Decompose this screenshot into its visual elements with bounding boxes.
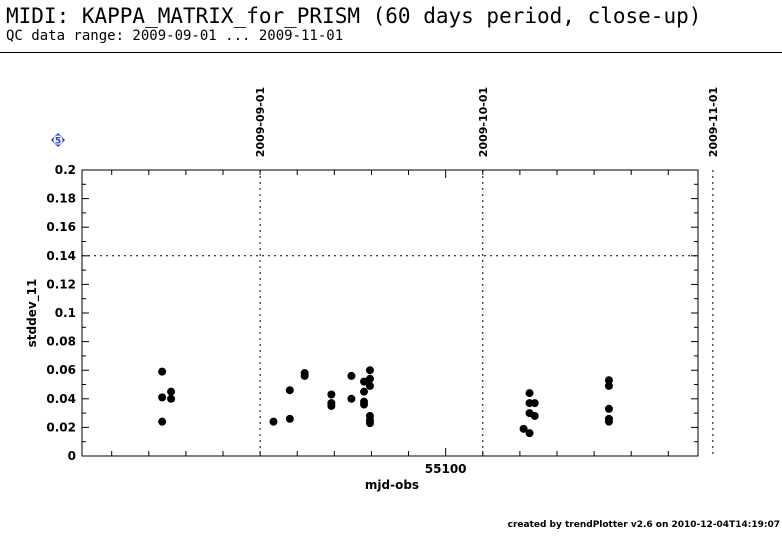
data-point [327, 401, 336, 410]
date-marker-label: 2009-09-01 [254, 87, 267, 157]
y-axis-label: stddev_11 [25, 279, 40, 348]
date-marker-label: 2009-10-01 [477, 87, 490, 157]
data-point [604, 404, 613, 413]
header-divider [0, 52, 782, 53]
marker-circle [53, 135, 63, 145]
data-point [519, 424, 528, 433]
data-point [360, 387, 369, 396]
axis-labels: 0 0.02 0.04 0.06 0.08 0.1 0.12 0.14 0.16 0.18 0.2 5… [25, 87, 720, 492]
data-point [158, 417, 167, 426]
y-tick-label: 0 [68, 449, 76, 463]
data-point [365, 374, 374, 383]
data-range-subtitle: QC data range: 2009-09-01 ... 2009-11-01 [6, 28, 344, 44]
y-tick-label: 0.2 [55, 163, 76, 177]
date-marker-label: 2009-11-01 [707, 87, 720, 157]
data-point [365, 366, 374, 375]
data-point [285, 386, 294, 395]
credit-line: created by trendPlotter v2.6 on 2010-12-… [507, 520, 780, 530]
data-point [525, 429, 534, 438]
y-tick-label: 0.16 [46, 220, 76, 234]
y-tick-label: 0.18 [46, 192, 76, 206]
data-point [269, 417, 278, 426]
data-point [347, 371, 356, 380]
y-tick-label: 0.1 [55, 306, 76, 320]
y-tick-label: 0.12 [46, 277, 76, 291]
data-point [158, 393, 167, 402]
plot-frame [81, 169, 699, 457]
data-point [285, 414, 294, 423]
data-points [158, 366, 613, 438]
x-tick-label: 55100 [425, 462, 467, 476]
data-point [167, 394, 176, 403]
data-point [525, 389, 534, 398]
data-point [300, 371, 309, 380]
data-point [530, 411, 539, 420]
data-point [327, 390, 336, 399]
data-point [167, 387, 176, 396]
chart-title: MIDI: KAPPA_MATRIX_for_PRISM (60 days pe… [6, 4, 702, 28]
date-markers [259, 170, 714, 456]
scatter-chart: 0 0.02 0.04 0.06 0.08 0.1 0.12 0.14 0.16 0.18 0.2 5… [25, 87, 720, 492]
chart-header: MIDI: KAPPA_MATRIX_for_PRISM (60 days pe… [6, 4, 782, 44]
y-tick-label: 0.14 [46, 249, 76, 263]
data-point [158, 367, 167, 376]
data-point [604, 376, 613, 385]
y-tick-label: 0.02 [46, 420, 76, 434]
data-point [365, 419, 374, 428]
data-point [604, 417, 613, 426]
x-axis-label: mjd-obs [365, 478, 419, 492]
data-point [360, 377, 369, 386]
y-tick-label: 0.08 [46, 335, 76, 349]
plot-marker-badge: 5 [51, 133, 65, 147]
data-point [347, 394, 356, 403]
data-point [604, 381, 613, 390]
data-point [360, 400, 369, 409]
data-point [365, 381, 374, 390]
axes [81, 169, 699, 457]
data-point [530, 399, 539, 408]
y-tick-label: 0.06 [46, 363, 76, 377]
y-tick-label: 0.04 [46, 392, 76, 406]
marker-label: 5 [55, 137, 61, 147]
